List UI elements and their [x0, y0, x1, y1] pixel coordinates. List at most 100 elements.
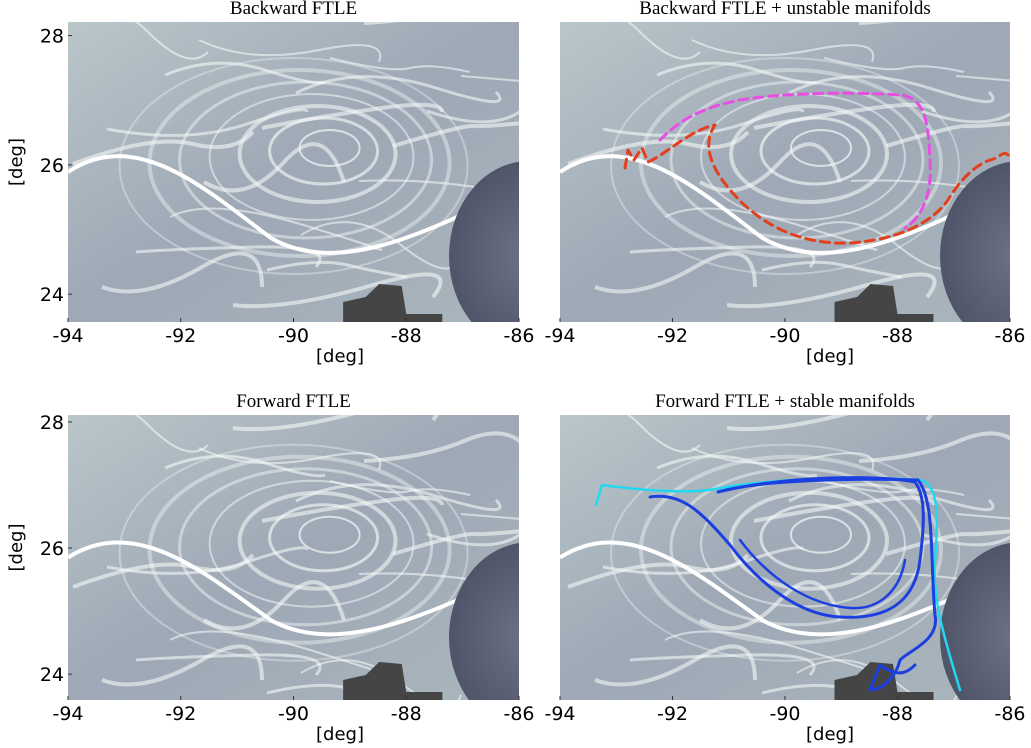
ridge — [698, 580, 842, 631]
main-ridge — [560, 540, 1010, 637]
deep-region — [940, 543, 1010, 700]
ridge — [426, 109, 519, 124]
eddy-ridge — [118, 443, 469, 662]
ridge — [629, 245, 816, 269]
x-tick-label: -90 — [278, 325, 309, 347]
ridge — [753, 102, 936, 130]
main-ridge — [68, 540, 519, 637]
ridge — [656, 454, 818, 478]
x-tick-label: -94 — [52, 703, 83, 725]
main-ridge — [68, 154, 519, 255]
ridge — [726, 272, 937, 309]
ridge — [567, 130, 750, 166]
land — [834, 662, 934, 700]
x-axis-label: [deg] — [806, 346, 854, 367]
ridge — [392, 529, 519, 556]
unstable-manifold — [623, 123, 1010, 245]
x-tick-label: -94 — [544, 325, 575, 347]
ridge — [135, 245, 322, 269]
ridge — [232, 272, 443, 309]
field-image — [560, 415, 1010, 700]
ridge — [329, 57, 471, 73]
deep-region — [940, 161, 1010, 322]
ridge — [295, 75, 502, 103]
ridge — [101, 251, 264, 294]
deep-region — [449, 161, 519, 322]
ridge — [955, 513, 1010, 520]
ridge — [698, 142, 842, 193]
ridge — [164, 454, 326, 478]
eddy-ridge — [759, 503, 871, 573]
eddy-ridge — [118, 57, 469, 275]
panels: Backward FTLE -94 -92 -90 -88 -86 24 26 28 [deg] [… — [6, 0, 1026, 745]
main-ridge — [560, 154, 1010, 255]
panel-title: Backward FTLE — [230, 0, 357, 19]
ridge — [602, 546, 805, 575]
ridge — [691, 39, 875, 63]
manifolds — [594, 91, 1010, 692]
eddy-ridge — [790, 129, 852, 167]
x-tick-label: -86 — [994, 325, 1025, 347]
x-tick-label: -88 — [882, 703, 913, 725]
ridge — [202, 142, 346, 193]
y-tick-label: 26 — [40, 155, 64, 177]
ridge — [885, 121, 1010, 148]
ridge — [656, 61, 818, 85]
ridge — [726, 415, 933, 432]
y-tick-label: 24 — [40, 664, 64, 686]
y-tick-label: 28 — [40, 26, 64, 48]
land — [834, 284, 934, 322]
land — [343, 284, 443, 322]
deep-region — [449, 543, 519, 700]
stable-manifold — [738, 538, 907, 610]
ridge — [920, 532, 1010, 547]
ridge — [106, 546, 309, 575]
eddy-ridge — [639, 454, 943, 645]
ridge — [788, 483, 995, 511]
ridge — [135, 653, 322, 677]
ridge — [629, 653, 816, 677]
panel: Forward FTLE + stable manifolds -94 -92 -90… — [544, 391, 1025, 745]
y-tick-label: 24 — [40, 284, 64, 306]
ridge — [392, 121, 519, 148]
eddy-ridge — [237, 104, 398, 204]
ridge — [788, 75, 995, 103]
x-tick-label: -94 — [544, 703, 575, 725]
ridge — [560, 415, 701, 453]
ridge — [796, 659, 958, 700]
panel: Backward FTLE -94 -92 -90 -88 -86 24 26 28 [deg] [… — [6, 0, 535, 367]
stable-manifold — [648, 476, 937, 692]
ridge — [198, 447, 382, 471]
panel: Backward FTLE + unstable manifolds -94 -92… — [544, 0, 1025, 367]
panel-title: Forward FTLE + stable manifolds — [655, 391, 915, 412]
unstable-manifold — [658, 91, 932, 230]
ridge — [295, 483, 502, 511]
x-axis-label: [deg] — [806, 724, 854, 745]
ridge — [885, 529, 1010, 556]
ridge — [329, 480, 471, 496]
x-tick-label: -92 — [165, 325, 196, 347]
ridge — [261, 495, 444, 523]
ridge — [261, 102, 444, 130]
eddy-ridge — [790, 515, 852, 554]
ridge — [68, 415, 209, 453]
ridge — [202, 580, 346, 631]
x-tick-label: -90 — [278, 703, 309, 725]
eddy-ridge — [610, 57, 960, 275]
ridge — [164, 61, 326, 85]
panel-title: Backward FTLE + unstable manifolds — [639, 0, 930, 19]
eddy-ridge — [147, 454, 452, 645]
ridge — [460, 513, 519, 520]
ridge — [72, 130, 255, 166]
land — [343, 662, 443, 700]
ridge — [594, 251, 757, 294]
x-tick-label: -92 — [657, 325, 688, 347]
ridge — [232, 415, 439, 432]
panel: Forward FTLE -94 -92 -90 -88 -86 24 26 28 [deg] [d… — [6, 391, 535, 745]
ridge — [169, 207, 383, 251]
ridge — [106, 108, 309, 137]
y-axis-label: [deg] — [6, 138, 27, 186]
ridge — [266, 260, 408, 279]
eddy-ridge — [298, 515, 361, 554]
ridge — [426, 532, 519, 547]
